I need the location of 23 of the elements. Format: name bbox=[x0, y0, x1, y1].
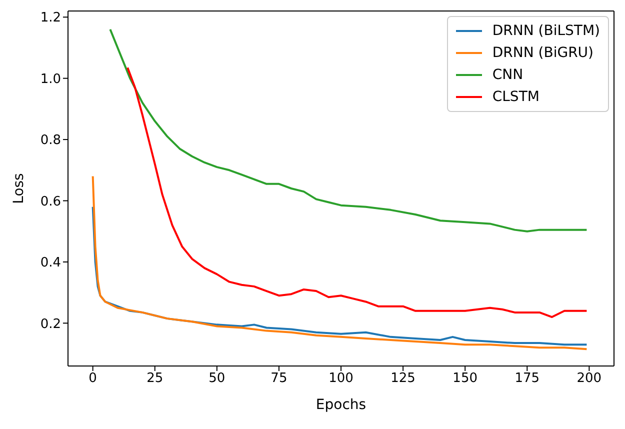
y-tick-label: 0.2 bbox=[40, 316, 61, 332]
legend-label: DRNN (BiLSTM) bbox=[492, 22, 600, 41]
y-tick-label: 0.8 bbox=[40, 133, 61, 148]
x-axis-title: Epochs bbox=[316, 397, 366, 413]
x-tick-label: 25 bbox=[146, 371, 164, 386]
y-axis-title: Loss bbox=[10, 173, 27, 204]
y-tick-label: 1.2 bbox=[40, 10, 61, 26]
legend-label: CNN bbox=[492, 66, 524, 85]
x-tick-label: 200 bbox=[576, 371, 602, 386]
x-tick-label: 0 bbox=[88, 371, 97, 386]
x-tick-label: 125 bbox=[390, 371, 416, 386]
x-tick-label: 75 bbox=[270, 371, 288, 386]
x-tick-label: 100 bbox=[328, 371, 354, 386]
x-tick-label: 150 bbox=[452, 371, 478, 386]
line-series bbox=[126, 66, 588, 318]
y-tick-label: 0.4 bbox=[40, 256, 61, 271]
x-tick-label: 175 bbox=[514, 371, 540, 386]
y-tick-label: 1.0 bbox=[40, 72, 61, 87]
legend-label: CLSTM bbox=[492, 88, 540, 107]
legend-label: DRNN (BiGRU) bbox=[492, 44, 594, 63]
y-tick-label: 0.6 bbox=[40, 194, 61, 210]
line-series bbox=[92, 175, 588, 350]
x-tick-label: 50 bbox=[208, 371, 226, 386]
